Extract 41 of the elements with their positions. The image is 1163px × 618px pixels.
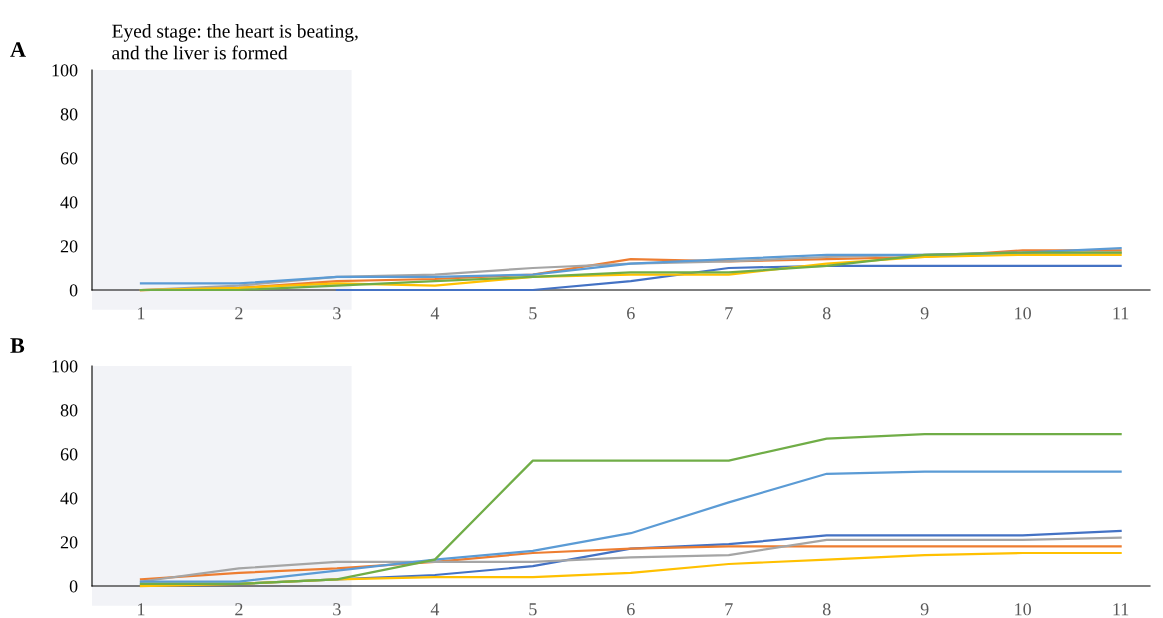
x-tick-label: 11 — [1113, 603, 1129, 616]
x-tick-label: 3 — [333, 603, 341, 616]
y-tick-label: 80 — [60, 108, 78, 121]
y-tick-label: 0 — [69, 580, 78, 593]
y-tick-label: 60 — [60, 448, 78, 461]
line-series — [335, 264, 1122, 292]
x-tick-label: 1 — [138, 603, 145, 616]
x-tick-label: 2 — [235, 603, 243, 616]
y-tick-label: 60 — [60, 152, 78, 165]
y-tick-label: 0 — [69, 284, 78, 297]
x-tick-label: 7 — [725, 307, 733, 320]
x-tick-label: 6 — [627, 307, 635, 320]
line-series — [139, 433, 1122, 585]
chart-title: B — [10, 338, 25, 353]
band-label: Eyed stage: the heart is beating, and the liver is formed — [112, 24, 358, 60]
x-tick-label: 11 — [1113, 307, 1129, 320]
y-tick-label: 40 — [60, 492, 78, 505]
line-series — [139, 470, 1122, 583]
x-tick-label: 1 — [138, 307, 145, 320]
x-tick-label: 9 — [920, 307, 929, 320]
x-tick-label: 5 — [529, 603, 537, 616]
y-tick-label: 100 — [52, 64, 78, 77]
line-series — [139, 545, 1122, 581]
x-tick-label: 8 — [822, 603, 831, 616]
y-tick-label: 40 — [60, 196, 78, 209]
x-tick-label: 10 — [1015, 307, 1031, 320]
x-tick-label: 8 — [822, 307, 831, 320]
chart-title: A — [10, 42, 26, 57]
x-tick-label: 9 — [920, 603, 929, 616]
x-tick-label: 10 — [1015, 603, 1031, 616]
x-tick-label: 7 — [725, 603, 733, 616]
y-tick-label: 100 — [52, 360, 78, 373]
x-tick-label: 4 — [430, 603, 440, 616]
y-tick-label: 80 — [60, 404, 78, 417]
y-tick-label: 20 — [60, 240, 78, 253]
x-tick-label: 2 — [235, 307, 243, 320]
x-tick-label: 6 — [627, 603, 635, 616]
x-tick-label: 4 — [430, 307, 440, 320]
x-tick-label: 3 — [333, 307, 341, 320]
x-tick-label: 5 — [529, 307, 537, 320]
y-tick-label: 20 — [60, 536, 78, 549]
